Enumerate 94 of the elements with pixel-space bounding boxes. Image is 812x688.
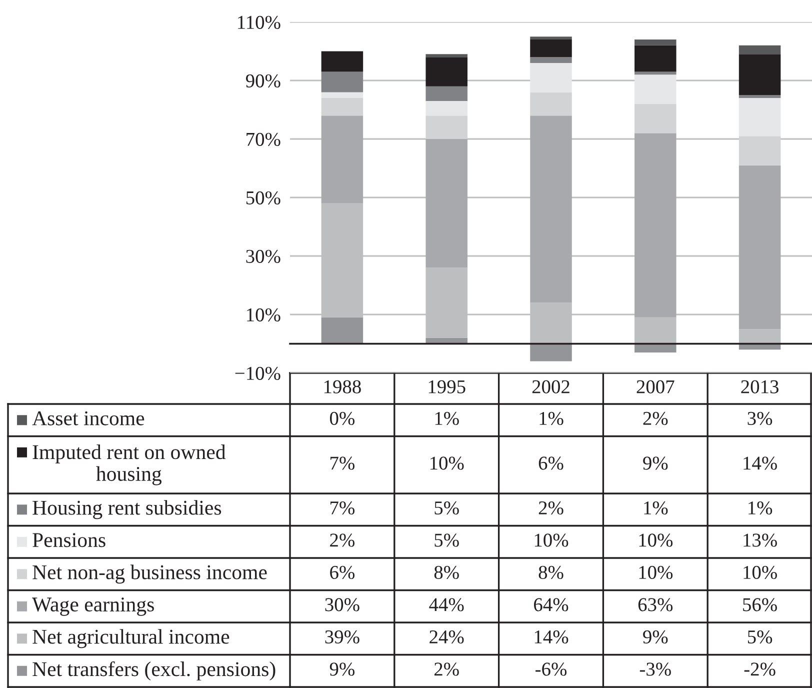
y-tick-label: 70%: [246, 132, 280, 146]
legend-label: Net non-ag business income: [32, 564, 267, 584]
bar: [738, 329, 781, 344]
data-label: 5%: [434, 501, 459, 515]
data-label: -6%: [536, 662, 567, 676]
legend-label: Wage earnings: [32, 598, 154, 616]
bar: [321, 92, 364, 98]
y-tick-label: −10%: [235, 366, 280, 380]
bar: [321, 98, 364, 116]
bar: [634, 45, 676, 72]
legend-label: Asset income: [32, 411, 144, 426]
bar: [426, 100, 468, 116]
data-label: 2%: [538, 501, 564, 515]
data-label: 0%: [330, 412, 354, 426]
bar: [634, 344, 676, 353]
legend-label: Net transfers (excl. pensions): [32, 661, 276, 680]
data-label: 44%: [429, 598, 464, 612]
bar: [634, 72, 676, 75]
data-label: 13%: [744, 534, 777, 547]
data-label: 63%: [638, 598, 673, 612]
data-label: 9%: [643, 630, 668, 644]
data-label: 7%: [330, 501, 354, 515]
bar: [530, 116, 572, 303]
bar: [738, 95, 781, 98]
x-tick-label: 2013: [741, 380, 778, 394]
data-label: 10%: [639, 566, 673, 580]
data-label: 9%: [643, 456, 668, 470]
y-tick-label: 30%: [246, 250, 280, 263]
data-label: 7%: [330, 456, 354, 470]
bar: [738, 54, 781, 96]
bar: [426, 54, 468, 58]
data-label: 10%: [534, 534, 568, 547]
bar: [738, 136, 781, 166]
data-label: -2%: [744, 662, 776, 676]
data-label: 1%: [748, 501, 772, 515]
data-label: 30%: [325, 598, 360, 612]
y-tick-label: 10%: [247, 308, 280, 322]
data-label: 8%: [538, 566, 564, 580]
data-label: 1%: [540, 412, 564, 426]
bar: [426, 57, 468, 86]
data-label: 6%: [330, 566, 354, 580]
y-tick-label: 50%: [246, 191, 280, 204]
bar: [426, 86, 468, 101]
data-label: 8%: [434, 566, 459, 580]
bar: [530, 92, 572, 116]
data-label: 3%: [748, 412, 772, 426]
data-label: 10%: [744, 566, 777, 580]
bar: [634, 74, 676, 104]
data-label: 10%: [430, 456, 464, 470]
data-label: 56%: [743, 598, 777, 612]
data-label: 6%: [538, 456, 564, 470]
legend-label: Net agricultural income: [32, 629, 230, 648]
data-label: 5%: [434, 534, 459, 547]
data-label: 14%: [744, 456, 777, 470]
y-tick-label: 110%: [238, 16, 280, 29]
bar: [530, 62, 572, 92]
bar: [530, 40, 572, 58]
bar: [738, 98, 781, 136]
bar: [634, 40, 676, 46]
bar: [426, 139, 468, 268]
bar: [530, 57, 572, 63]
data-label: 1%: [435, 412, 459, 426]
y-tick-label: 90%: [246, 74, 280, 88]
bar: [321, 51, 364, 72]
bar: [634, 104, 676, 134]
bar: [738, 45, 781, 54]
x-tick-label: 2002: [532, 380, 570, 394]
bar: [321, 72, 364, 92]
bar: [634, 133, 676, 318]
data-label: 39%: [325, 630, 360, 644]
x-tick-label: 2007: [636, 380, 674, 394]
bar: [530, 344, 572, 362]
x-tick-label: 1988: [324, 380, 361, 394]
legend-label: Pensions: [32, 533, 106, 548]
legend-label: Housing rent subsidies: [32, 500, 222, 520]
data-label: 2%: [330, 534, 354, 547]
bar: [321, 317, 364, 344]
data-label: 14%: [534, 630, 568, 644]
bar: [634, 317, 676, 344]
data-label: 10%: [639, 534, 673, 547]
data-label: -3%: [640, 662, 671, 676]
data-label: 2%: [434, 662, 459, 676]
bar: [426, 116, 468, 139]
bar: [321, 116, 364, 204]
bar: [530, 36, 572, 40]
legend-label: Imputed rent on owned housing: [32, 444, 226, 486]
x-tick-label: 1995: [428, 380, 466, 394]
data-label: 24%: [430, 630, 464, 644]
data-label: 2%: [643, 412, 668, 426]
data-label: 9%: [330, 662, 354, 676]
data-label: 64%: [534, 598, 568, 612]
data-label: 1%: [644, 501, 668, 515]
bar: [738, 165, 781, 330]
data-label: 5%: [748, 630, 772, 644]
